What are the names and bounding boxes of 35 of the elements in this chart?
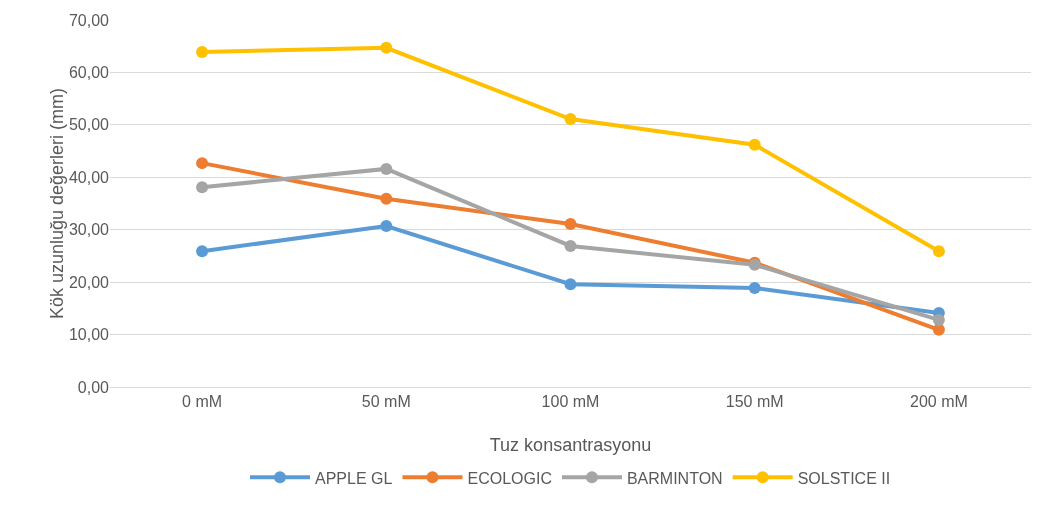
point: [196, 181, 209, 194]
y-tick-label: 40,00: [68, 168, 110, 186]
point: [932, 245, 945, 258]
y-tick-label: 60,00: [68, 64, 110, 82]
point: [932, 313, 945, 326]
legend-label: ECOLOGIC: [467, 469, 552, 487]
point: [380, 41, 393, 54]
point: [748, 138, 761, 151]
point: [564, 217, 577, 230]
legend-label: APPLE GL: [315, 469, 393, 487]
point: [748, 281, 761, 294]
x-axis-title: Tuz konsantrasyonu: [489, 435, 652, 455]
y-tick-label: 70,00: [68, 11, 110, 29]
x-tick-label: 50 mM: [361, 393, 411, 411]
x-tick-label: 100 mM: [541, 393, 600, 411]
point: [380, 162, 393, 175]
point: [196, 45, 209, 58]
y-tick-label: 10,00: [68, 326, 110, 344]
x-tick-label: 150 mM: [725, 393, 784, 411]
x-tick-label: 200 mM: [910, 393, 968, 411]
point: [380, 192, 393, 205]
y-axis-title: Kök uzunluğu değerleri (mm): [46, 87, 67, 320]
point: [380, 220, 393, 233]
x-tick-label: 0 mM: [182, 393, 223, 411]
point: [564, 278, 577, 291]
y-tick-label: 20,00: [68, 273, 110, 291]
point: [196, 157, 209, 170]
point: [196, 245, 209, 258]
point: [564, 113, 577, 126]
point: [564, 239, 577, 252]
y-tick-label: 30,00: [68, 221, 110, 239]
legend-label: SOLSTICE II: [797, 469, 891, 487]
y-tick-label: 0,00: [77, 378, 110, 396]
y-tick-label: 50,00: [68, 116, 110, 134]
legend-label: BARMINTON: [626, 469, 723, 487]
